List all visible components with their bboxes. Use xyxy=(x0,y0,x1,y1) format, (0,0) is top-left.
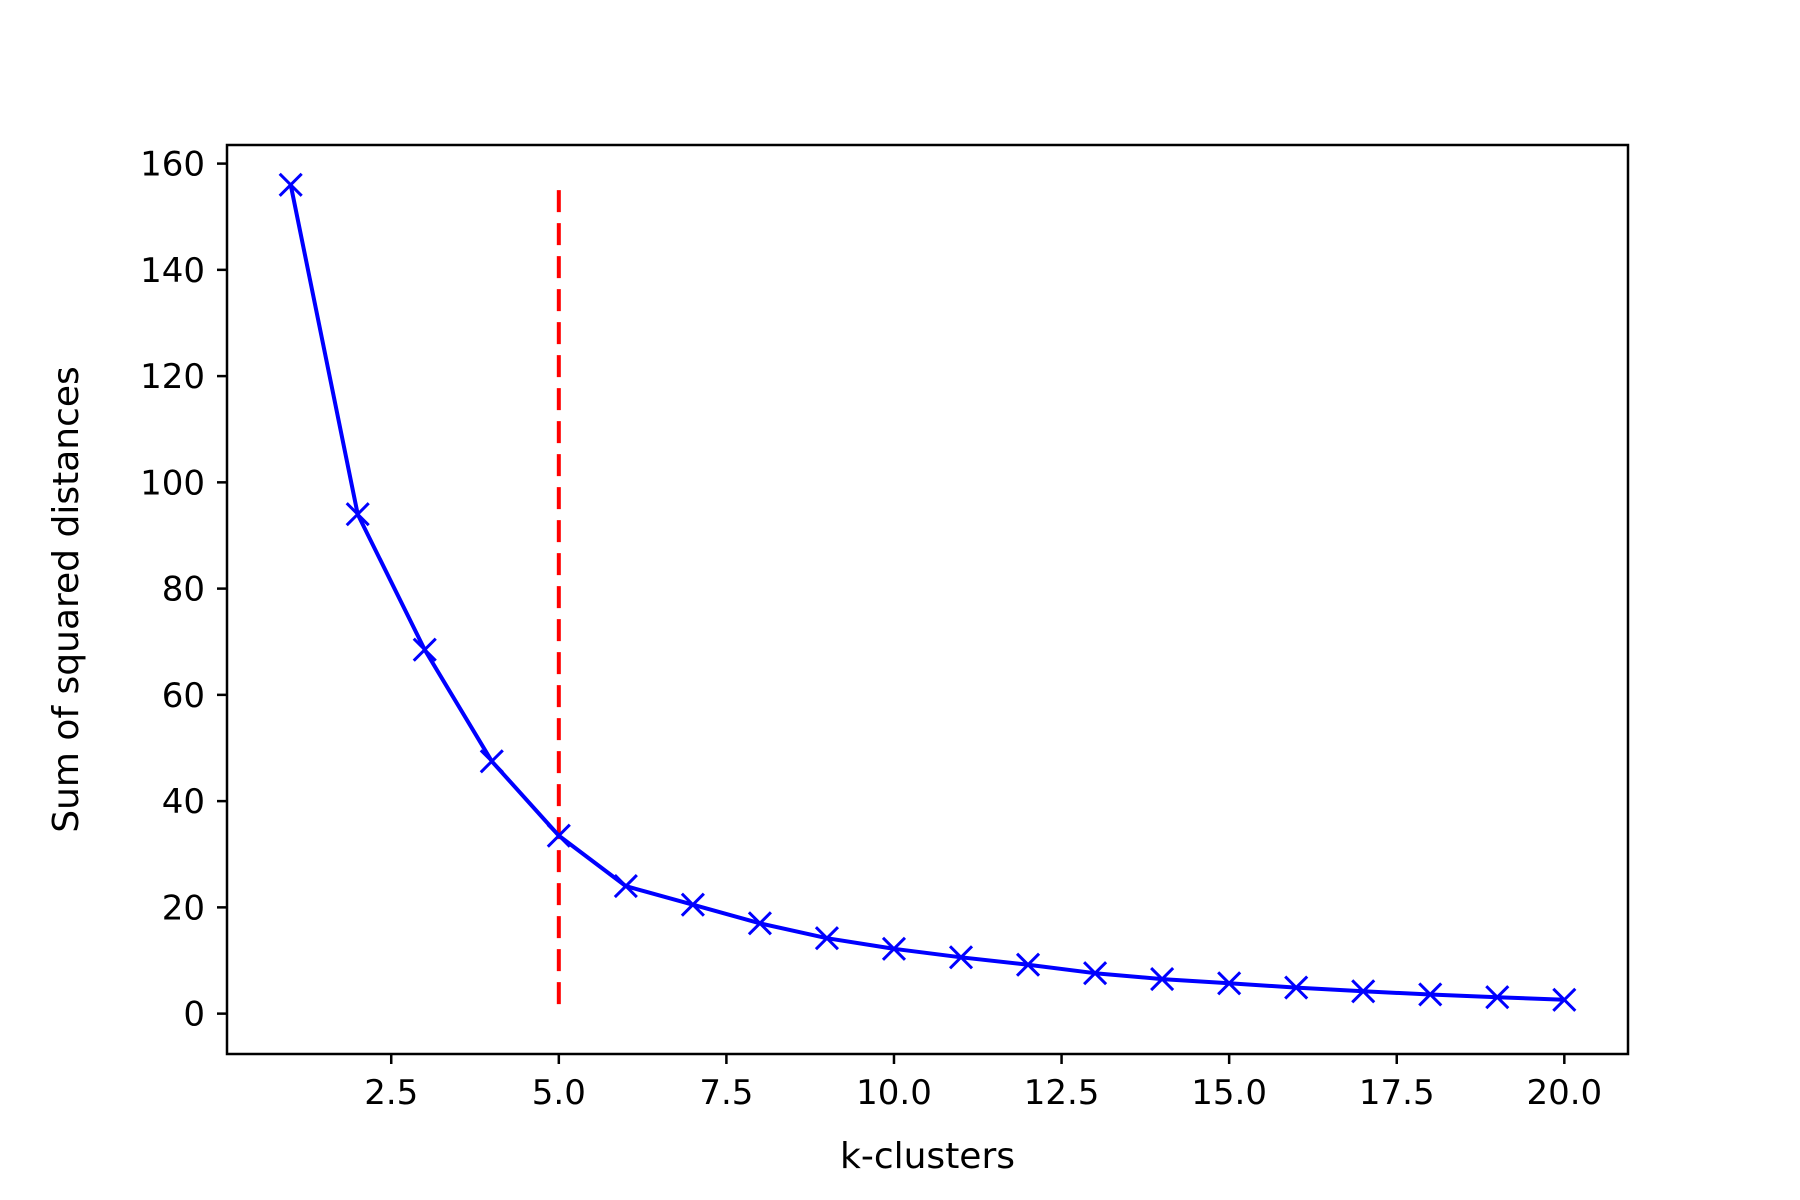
data-point xyxy=(881,936,907,961)
x-axis-label: k-clusters xyxy=(840,1136,1015,1177)
data-point xyxy=(1418,982,1443,1007)
x-tick-label: 20.0 xyxy=(1526,1073,1602,1113)
data-point xyxy=(613,874,638,899)
chart-marks xyxy=(278,172,1577,1014)
data-point xyxy=(479,749,504,774)
x-tick-label: 15.0 xyxy=(1191,1073,1267,1113)
data-point xyxy=(1150,967,1175,992)
data-point xyxy=(412,637,437,662)
x-tick-label: 7.5 xyxy=(699,1073,753,1113)
data-point xyxy=(1351,979,1376,1004)
y-axis-label: Sum of squared distances xyxy=(46,366,87,833)
y-tick-label: 160 xyxy=(140,145,205,185)
data-point xyxy=(680,892,705,917)
y-tick-label: 0 xyxy=(183,995,205,1035)
y-tick-label: 60 xyxy=(162,676,205,716)
y-tick-label: 140 xyxy=(140,251,205,291)
x-tick-label: 2.5 xyxy=(364,1073,418,1113)
y-tick-label: 80 xyxy=(162,570,205,610)
x-tick-label: 5.0 xyxy=(532,1073,586,1113)
y-tick-label: 120 xyxy=(140,357,205,397)
data-point xyxy=(278,172,303,197)
data-point xyxy=(1083,961,1108,986)
data-point xyxy=(1284,975,1309,1000)
data-point xyxy=(1485,985,1510,1010)
x-tick-label: 10.0 xyxy=(856,1073,932,1113)
y-tick-label: 40 xyxy=(162,782,205,822)
y-tick-label: 100 xyxy=(140,463,205,503)
data-point xyxy=(814,926,840,951)
y-tick-label: 20 xyxy=(162,888,205,928)
x-tick-label: 12.5 xyxy=(1024,1073,1100,1113)
data-point xyxy=(1217,971,1242,996)
series-line xyxy=(288,184,1565,1002)
data-point xyxy=(546,823,571,848)
plot-frame xyxy=(225,143,1630,1056)
data-point xyxy=(747,911,772,936)
data-point xyxy=(1552,987,1577,1012)
x-axis: 2.5 5.0 7.5 10.0 12.5 15.0 17.5 20.0 xyxy=(364,1054,1602,1113)
y-axis: 0 20 40 60 80 100 120 140 160 xyxy=(140,145,227,1035)
x-tick-label: 17.5 xyxy=(1359,1073,1435,1113)
data-point xyxy=(345,502,370,527)
data-point xyxy=(948,945,974,970)
data-point xyxy=(1015,952,1041,977)
